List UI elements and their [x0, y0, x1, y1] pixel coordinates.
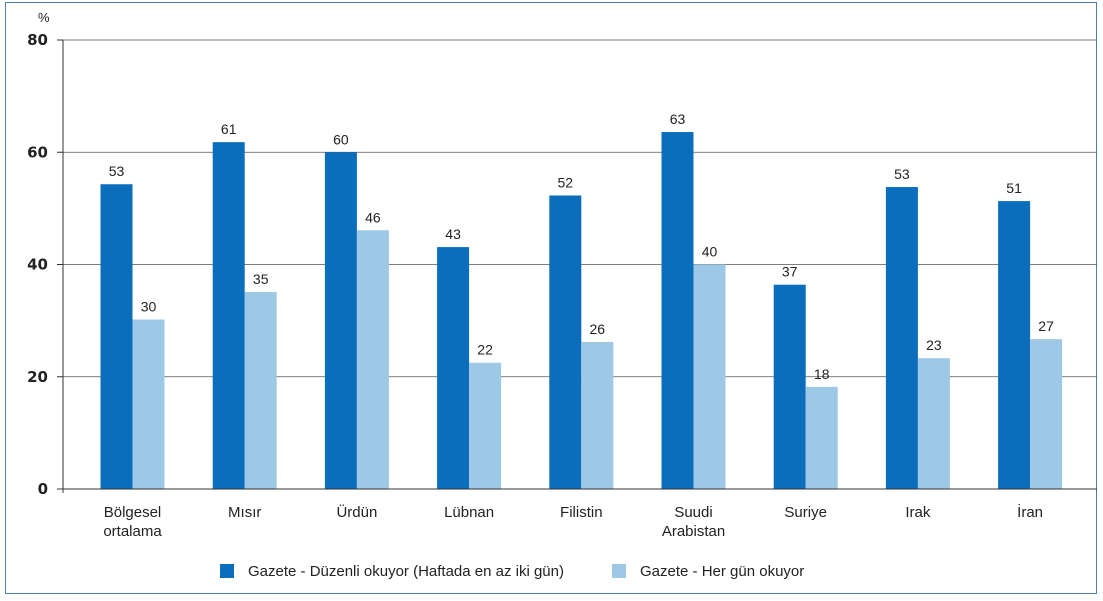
x-category-label: Suudi	[674, 504, 712, 521]
x-category-label: Mısır	[228, 504, 261, 521]
data-label: 43	[445, 226, 461, 242]
bar	[469, 362, 502, 489]
legend-label-regular: Gazete - Düzenli okuyor (Haftada en az i…	[248, 562, 564, 580]
x-category-label: Arabistan	[662, 523, 725, 540]
x-category-label: Irak	[905, 504, 931, 521]
y-tick-label: 40	[27, 256, 48, 274]
bar	[132, 319, 165, 489]
data-label: 18	[814, 366, 830, 382]
legend-label-daily: Gazete - Her gün okuyor	[640, 562, 805, 580]
data-label: 63	[670, 111, 686, 127]
bar	[212, 142, 245, 489]
data-label: 40	[702, 244, 718, 260]
bar	[1030, 339, 1063, 489]
bar	[100, 184, 133, 489]
y-tick-label: 20	[27, 368, 48, 386]
bar	[437, 247, 470, 489]
data-label: 53	[894, 166, 910, 182]
x-category-label: Bölgesel	[104, 504, 162, 521]
data-label: 46	[365, 209, 381, 225]
data-label: 30	[141, 299, 157, 315]
bar	[917, 358, 950, 489]
x-category-label: Filistin	[560, 504, 603, 521]
bar	[324, 152, 357, 489]
legend: Gazete - Düzenli okuyor (Haftada en az i…	[220, 561, 852, 581]
y-axis-ticks: 0 20 40 60 80	[27, 31, 63, 498]
data-label: 35	[253, 271, 269, 287]
bar	[244, 292, 277, 489]
legend-swatch-daily	[612, 564, 626, 578]
legend-swatch-regular	[220, 564, 234, 578]
data-label: 60	[333, 131, 349, 147]
data-labels: 53 30 61 35 60 46 43 22 52 26 63 40 37 18 53 23 51 27	[109, 111, 1054, 382]
legend-item-regular: Gazete - Düzenli okuyor (Haftada en az i…	[220, 563, 564, 580]
legend-item-daily: Gazete - Her gün okuyor	[612, 563, 804, 580]
x-category-label: Lübnan	[444, 504, 494, 521]
x-category-label: Ürdün	[336, 503, 377, 521]
bar	[581, 341, 614, 489]
data-label: 61	[221, 121, 237, 137]
bar	[998, 201, 1031, 490]
data-label: 52	[558, 174, 574, 190]
x-axis-categories: Bölgesel ortalama Mısır Ürdün Lübnan Filistin…	[103, 503, 1043, 540]
data-label: 51	[1006, 180, 1022, 196]
x-category-label: ortalama	[103, 523, 162, 540]
bar	[805, 386, 838, 489]
y-tick-label: 80	[27, 31, 48, 49]
bar	[885, 187, 918, 490]
y-axis-unit-label: %	[38, 10, 50, 25]
data-label: 23	[926, 337, 942, 353]
bar	[661, 132, 694, 490]
data-label: 27	[1038, 318, 1054, 334]
x-category-label: Suriye	[784, 504, 827, 521]
bar	[356, 230, 389, 490]
bars	[100, 132, 1063, 490]
bar	[773, 284, 806, 489]
data-label: 53	[109, 163, 125, 179]
y-tick-label: 0	[38, 480, 48, 498]
y-tick-label: 60	[27, 143, 48, 161]
data-label: 37	[782, 264, 798, 280]
bar	[549, 195, 582, 489]
bar	[693, 264, 726, 489]
data-label: 22	[477, 342, 493, 358]
data-label: 26	[590, 321, 606, 337]
x-category-label: İran	[1017, 503, 1043, 521]
